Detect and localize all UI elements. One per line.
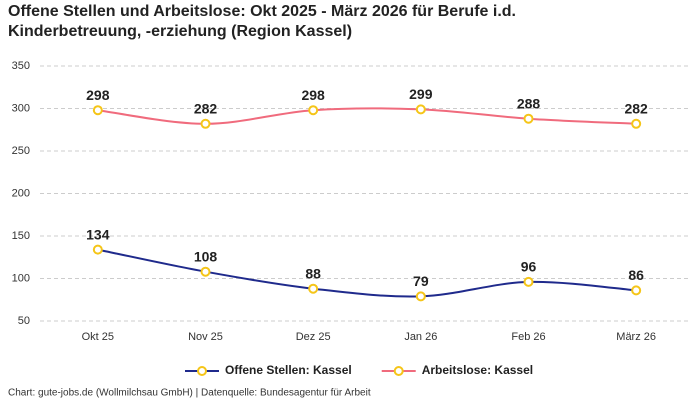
y-tick-label: 150 (12, 230, 30, 242)
data-label: 134 (86, 226, 110, 242)
x-tick-label: Feb 26 (511, 331, 545, 343)
marker (631, 285, 642, 296)
data-label: 282 (194, 101, 218, 117)
y-tick-label: 50 (18, 315, 30, 327)
data-label: 79 (413, 273, 429, 289)
y-tick-label: 300 (12, 102, 30, 114)
marker (523, 113, 534, 124)
marker (92, 244, 103, 255)
data-label: 299 (409, 86, 433, 102)
data-label: 298 (86, 87, 110, 103)
marker (92, 105, 103, 116)
marker (415, 104, 426, 115)
x-tick-label: Jan 26 (404, 331, 437, 343)
data-label: 86 (628, 267, 644, 283)
data-label: 108 (194, 248, 218, 264)
data-label: 96 (521, 259, 537, 275)
marker (200, 266, 211, 277)
legend-marker (197, 366, 207, 376)
legend-label: Arbeitslose: Kassel (422, 363, 533, 377)
data-label: 288 (517, 95, 541, 111)
marker (308, 105, 319, 116)
x-tick-label: März 26 (616, 331, 656, 343)
series-line (97, 107, 637, 125)
legend-marker (393, 366, 404, 376)
data-label: 88 (305, 265, 321, 281)
marker (200, 118, 211, 129)
chart-title: Offene Stellen und Arbeitslose: Okt 2025… (8, 3, 516, 40)
y-tick-label: 100 (12, 272, 30, 284)
legend-label: Offene Stellen: Kassel (225, 363, 352, 377)
x-tick-label: Okt 25 (82, 331, 114, 343)
x-tick-label: Nov 25 (188, 331, 223, 343)
y-tick-label: 250 (12, 145, 30, 157)
y-tick-label: 350 (12, 60, 30, 72)
series-line (97, 248, 637, 298)
y-tick-label: 200 (12, 187, 30, 199)
x-tick-label: Dez 25 (296, 331, 331, 343)
source-note: Chart: gute-jobs.de (Wollmilchsau GmbH) … (8, 388, 371, 399)
data-label: 282 (624, 101, 648, 117)
marker (523, 276, 534, 287)
marker (631, 118, 642, 129)
marker (308, 283, 319, 294)
marker (415, 291, 426, 302)
data-label: 298 (301, 87, 325, 103)
